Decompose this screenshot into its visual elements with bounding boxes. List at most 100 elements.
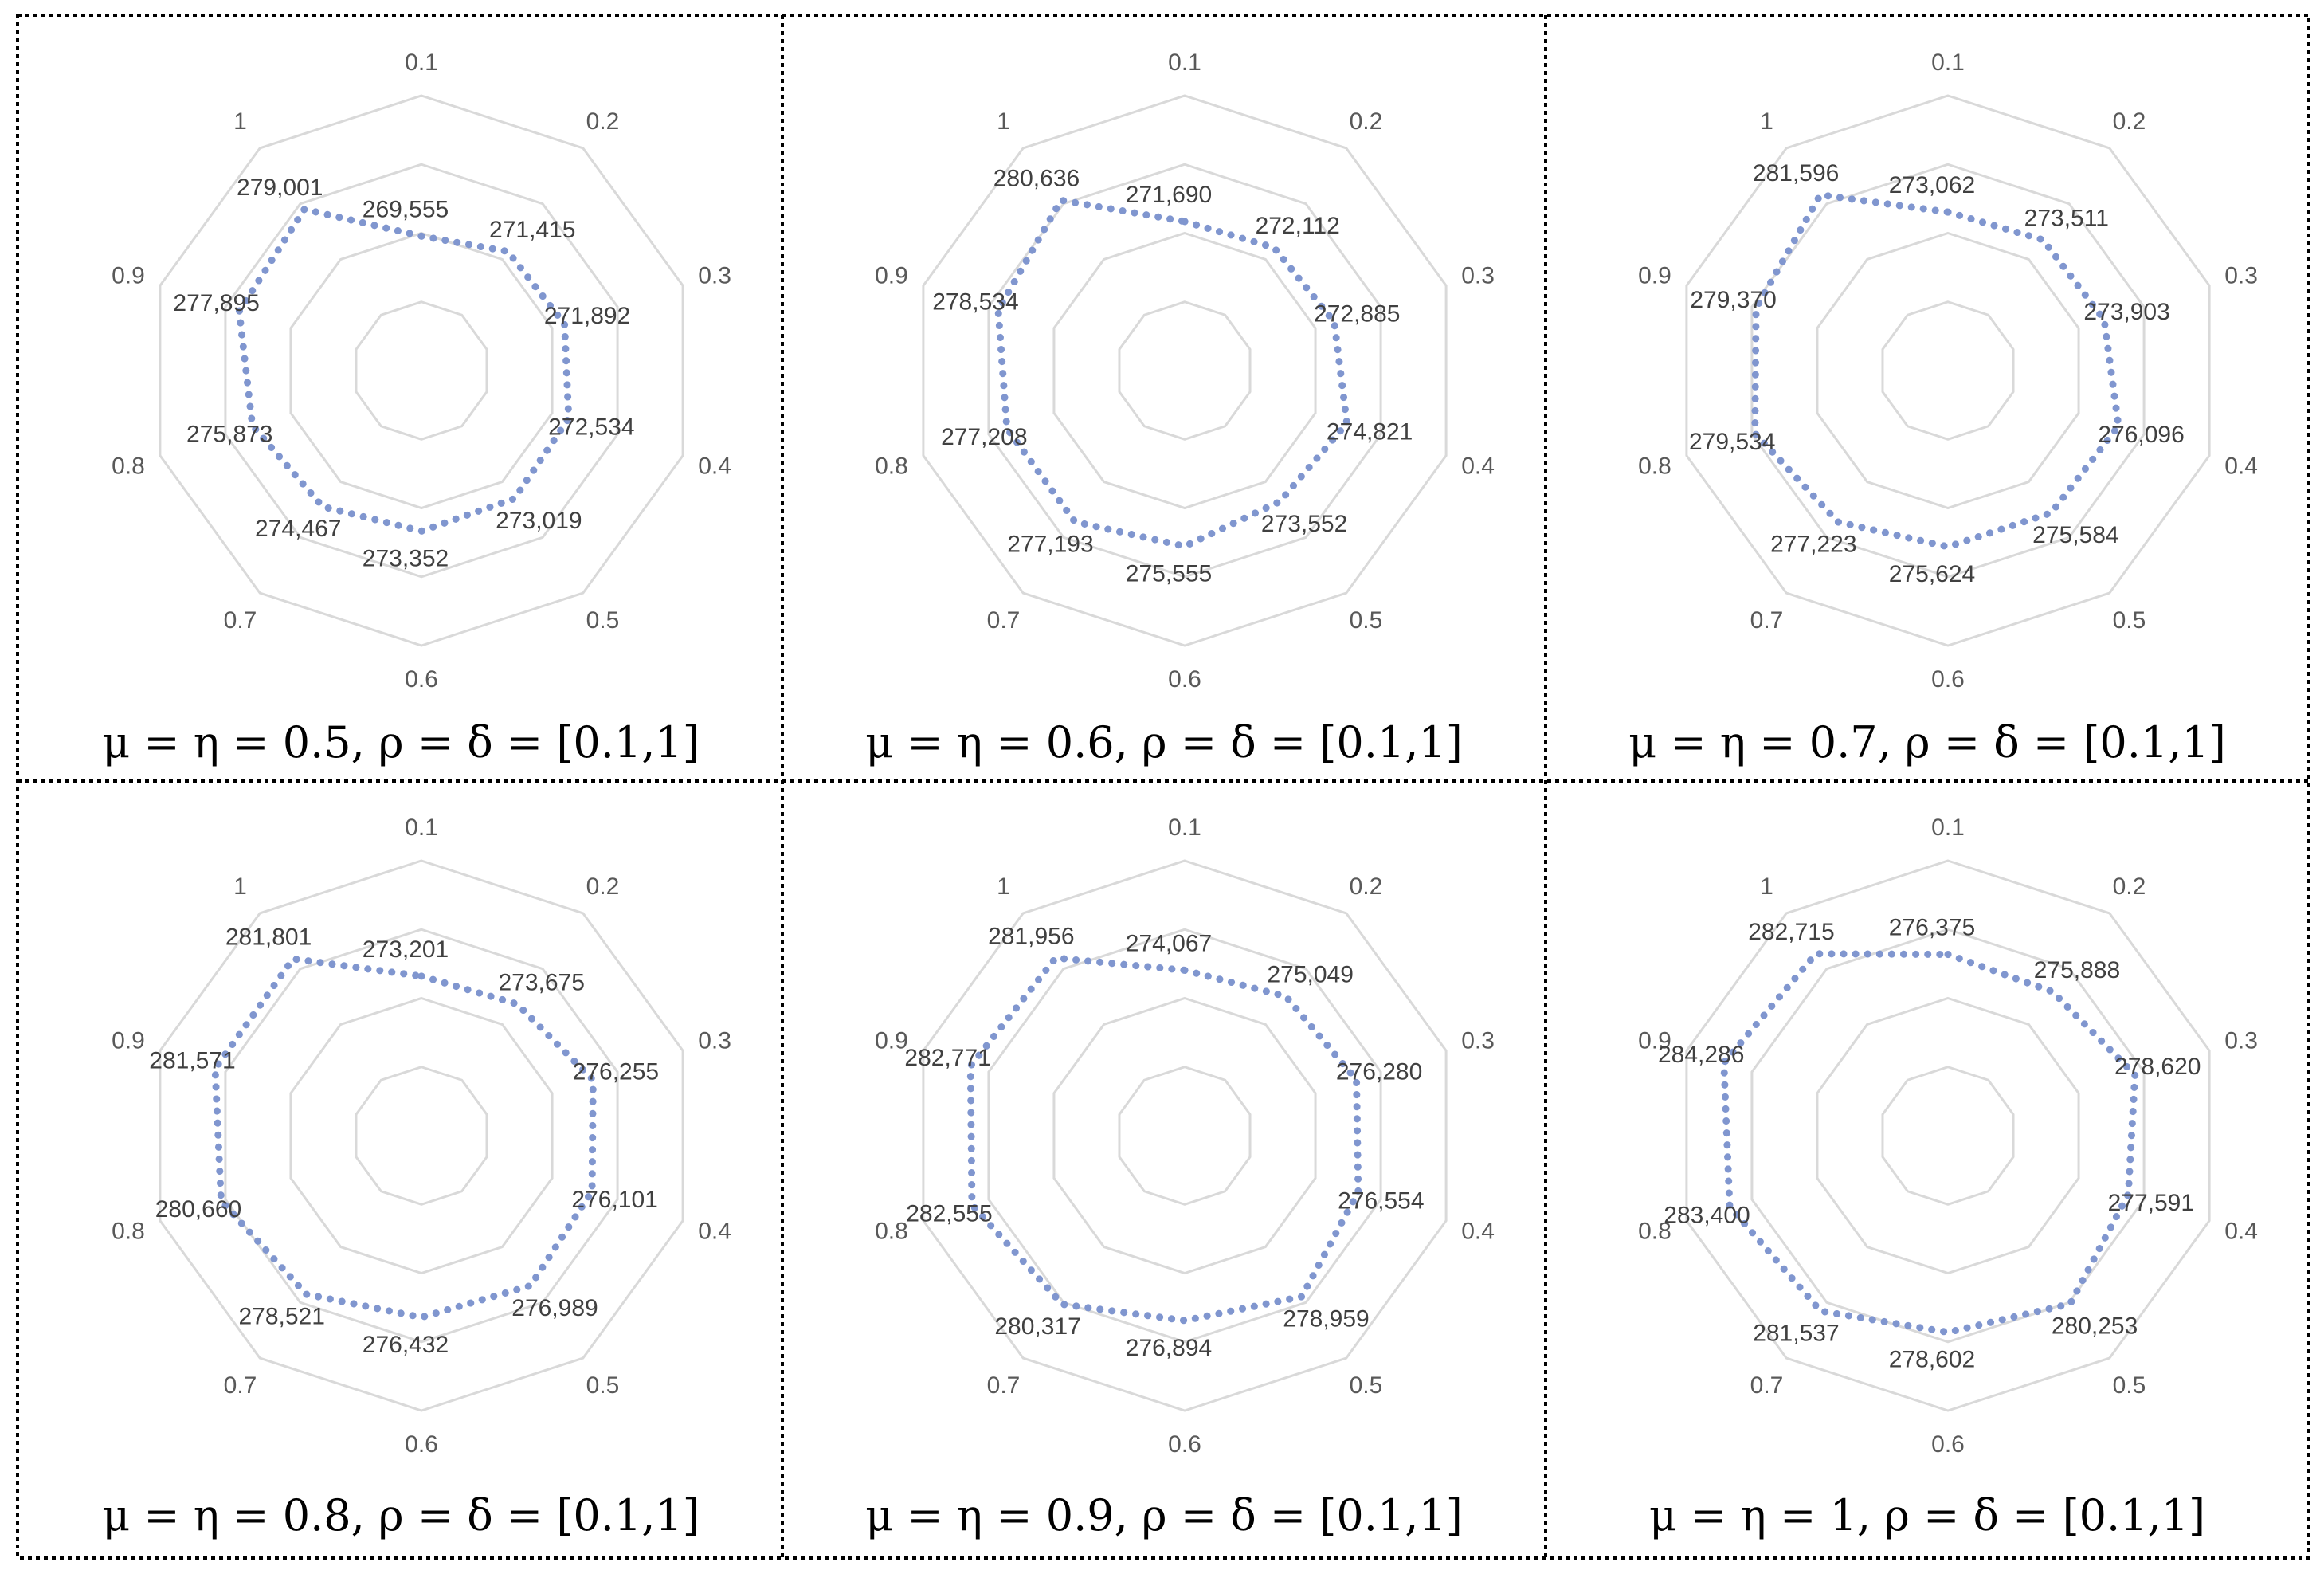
data-label: 276,554 [1338, 1187, 1424, 1214]
data-label: 277,591 [2108, 1190, 2194, 1216]
data-label: 280,660 [155, 1196, 241, 1223]
data-label: 271,415 [489, 217, 575, 243]
axis-label: 0.7 [224, 1372, 257, 1399]
grid-ring [1881, 1066, 2015, 1206]
axis-label: 0.8 [112, 453, 145, 480]
data-label: 273,903 [2083, 299, 2169, 325]
radar-chart: 0.1 0.2 0.3 0.4 0.5 0.6 0.7 0.8 0.9 1 274,067 275,0… [875, 814, 1495, 1458]
data-label: 277,223 [1770, 531, 1856, 557]
data-label: 278,534 [932, 289, 1018, 315]
data-label: 280,253 [2052, 1313, 2138, 1340]
panel-caption: μ = η = 0.7, ρ = δ = [0.1,1] [1628, 717, 2226, 767]
grid-ring [1118, 300, 1252, 441]
data-label: 274,821 [1327, 419, 1413, 446]
data-label: 277,208 [941, 424, 1027, 450]
grid-ring [1052, 996, 1317, 1275]
axis-label: 0.8 [112, 1219, 145, 1245]
grid-ring [289, 231, 554, 510]
axis-label: 0.5 [586, 607, 620, 634]
axis-label: 0.4 [2224, 1219, 2258, 1245]
data-label: 275,555 [1126, 560, 1212, 587]
axis-label: 0.3 [698, 262, 731, 289]
axis-label: 1 [1760, 108, 1773, 135]
grid-ring [1881, 300, 2015, 441]
axis-label: 0.1 [1168, 814, 1201, 841]
axis-label: 1 [997, 873, 1010, 900]
axis-label: 0.4 [698, 453, 731, 480]
data-label: 278,959 [1283, 1306, 1369, 1333]
data-label: 273,675 [498, 969, 584, 995]
data-label: 272,534 [548, 414, 634, 441]
data-label: 276,375 [1889, 915, 1975, 941]
radar-chart: 0.1 0.2 0.3 0.4 0.5 0.6 0.7 0.8 0.9 1 271,690 272,1… [875, 49, 1495, 693]
radar-panel: 0.1 0.2 0.3 0.4 0.5 0.6 0.7 0.8 0.9 1 271,690 272,1… [782, 16, 1546, 781]
data-label: 273,352 [363, 545, 449, 571]
axis-label: 0.8 [1638, 453, 1671, 480]
data-label: 272,885 [1314, 300, 1400, 327]
panel-caption: μ = η = 1, ρ = δ = [0.1,1] [1648, 1490, 2206, 1541]
axis-label: 0.3 [2224, 1027, 2258, 1054]
grid-ring [987, 928, 1382, 1344]
axis-label: 0.9 [875, 1027, 908, 1054]
series-line [1751, 190, 2122, 551]
radar-chart: 0.1 0.2 0.3 0.4 0.5 0.6 0.7 0.8 0.9 1 273,201 273,6… [112, 814, 731, 1458]
radar-panel: 0.1 0.2 0.3 0.4 0.5 0.6 0.7 0.8 0.9 1 276,375 275,8… [1546, 781, 2309, 1558]
grid-ring [1118, 1066, 1252, 1206]
axis-label: 0.3 [2224, 262, 2258, 289]
panel-caption: μ = η = 0.5, ρ = δ = [0.1,1] [102, 717, 700, 767]
axis-label: 0.2 [2113, 873, 2146, 900]
axis-label: 0.6 [405, 666, 438, 693]
axis-label: 1 [997, 108, 1010, 135]
data-label: 280,317 [994, 1313, 1080, 1340]
data-label: 281,956 [988, 924, 1074, 950]
axis-label: 0.4 [2224, 453, 2258, 480]
grid-ring [1816, 231, 2080, 510]
axis-label: 0.6 [1931, 1431, 1965, 1458]
axis-label: 0.9 [1638, 262, 1671, 289]
axis-label: 0.1 [1931, 49, 1965, 76]
axis-label: 0.9 [112, 1027, 145, 1054]
data-label: 278,620 [2114, 1054, 2201, 1080]
panel-caption: μ = η = 0.8, ρ = δ = [0.1,1] [102, 1490, 700, 1541]
panel-caption: μ = η = 0.6, ρ = δ = [0.1,1] [865, 717, 1463, 767]
axis-label: 0.7 [224, 607, 257, 634]
data-label: 277,895 [173, 290, 259, 316]
axis-label: 0.7 [987, 607, 1021, 634]
axis-label: 0.5 [2113, 1372, 2146, 1399]
data-label: 273,552 [1261, 511, 1347, 537]
axis-labels: 0.1 0.2 0.3 0.4 0.5 0.6 0.7 0.8 0.9 1 [1638, 49, 2258, 693]
axis-label: 0.3 [1461, 1027, 1495, 1054]
axis-label: 0.6 [1168, 666, 1201, 693]
data-label: 273,511 [2024, 205, 2109, 231]
data-label: 278,602 [1889, 1347, 1975, 1373]
radar-chart: 0.10.20.30.40.50.60.70.80.91276,375275,8… [1638, 814, 2258, 1458]
axis-label: 0.3 [1461, 262, 1495, 289]
axis-label: 0.2 [586, 873, 620, 900]
data-label: 269,555 [363, 196, 449, 222]
axis-labels: 0.1 0.2 0.3 0.4 0.5 0.6 0.7 0.8 0.9 1 [875, 49, 1495, 693]
data-label: 276,101 [571, 1187, 657, 1213]
axis-label: 1 [233, 108, 247, 135]
data-label: 272,112 [1256, 213, 1340, 239]
data-label: 273,019 [496, 508, 582, 534]
radar-panel: 0.1 0.2 0.3 0.4 0.5 0.6 0.7 0.8 0.9 1 274,067 275,0… [782, 781, 1546, 1558]
axis-label: 0.4 [1461, 453, 1495, 480]
grid-ring [355, 300, 488, 441]
data-label: 279,001 [237, 175, 323, 201]
radar-chart: 0.1 0.2 0.3 0.4 0.5 0.6 0.7 0.8 0.9 1 273,062 273,5… [1638, 49, 2258, 693]
data-label: 282,715 [1748, 919, 1834, 945]
data-label: 275,049 [1267, 962, 1353, 988]
data-label: 280,636 [993, 166, 1080, 192]
series-line [994, 196, 1351, 551]
axis-labels: 0.1 0.2 0.3 0.4 0.5 0.6 0.7 0.8 0.9 1 [112, 814, 731, 1458]
axis-label: 0.7 [1750, 607, 1784, 634]
grid-ring [355, 1066, 488, 1206]
axis-label: 0.5 [586, 1372, 620, 1399]
radar-panel: 0.1 0.2 0.3 0.4 0.5 0.6 0.7 0.8 0.9 1 269,555 271,4… [19, 16, 782, 781]
axis-label: 0.3 [698, 1027, 731, 1054]
series-line [1720, 950, 2139, 1337]
data-label: 276,989 [511, 1295, 598, 1321]
data-label: 277,193 [1007, 531, 1093, 557]
axis-label: 0.5 [1350, 607, 1383, 634]
